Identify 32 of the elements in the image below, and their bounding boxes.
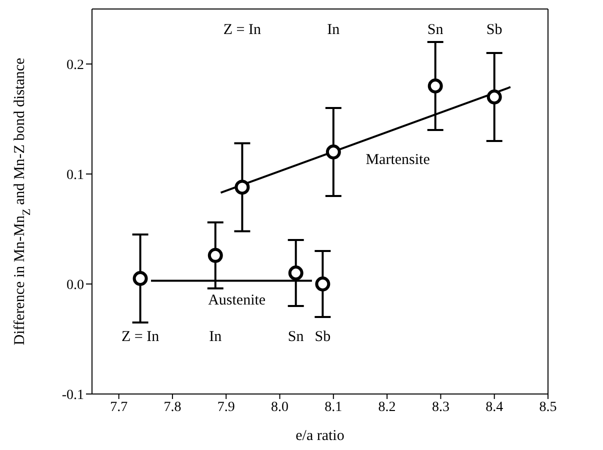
x-tick-label: 8.2	[378, 400, 396, 415]
annotation: Martensite	[366, 152, 430, 168]
x-tick-label: 7.7	[110, 400, 128, 415]
annotation: In	[209, 329, 222, 346]
y-tick-label: 0.1	[66, 168, 84, 183]
x-tick-label: 7.8	[164, 400, 182, 415]
x-tick-label: 8.5	[539, 400, 557, 415]
annotation: Z = In	[223, 22, 262, 38]
x-tick-label: 8.3	[432, 400, 450, 415]
point	[132, 271, 148, 286]
point	[486, 90, 502, 104]
point	[326, 144, 341, 160]
annotation: In	[327, 22, 340, 38]
y-tick-label: 0.2	[66, 58, 84, 73]
point	[234, 180, 250, 195]
annotation: Sn	[427, 22, 444, 38]
annotation: Z = In	[121, 329, 160, 346]
point	[428, 78, 443, 94]
annotation: Sb	[314, 329, 331, 346]
y-tick-label: -0.1	[62, 388, 84, 403]
x-axis-title: e/a ratio	[296, 428, 344, 444]
annotation: Sb	[486, 22, 502, 38]
x-tick-label: 7.9	[217, 400, 235, 415]
x-tick-label: 8.1	[324, 400, 342, 415]
point	[315, 276, 330, 292]
x-tick-label: 8.0	[271, 400, 289, 415]
annotation: Sn	[288, 329, 304, 346]
y-tick-label: 0.0	[66, 278, 84, 293]
annotation: Austenite	[208, 292, 266, 309]
point	[208, 248, 223, 263]
x-tick-label: 8.4	[486, 400, 504, 415]
point	[288, 266, 304, 280]
